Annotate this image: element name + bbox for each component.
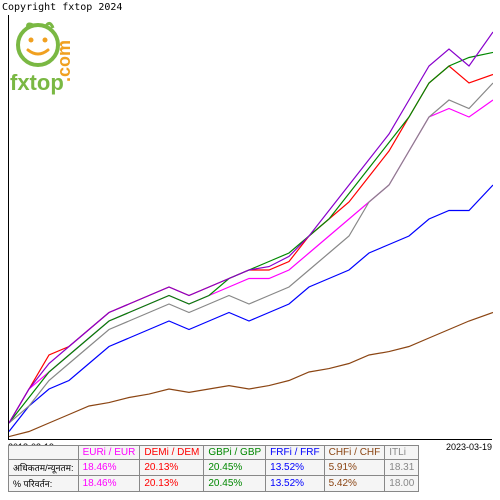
legend-col-CHFi / CHF: CHFi / CHF <box>324 446 385 460</box>
series-euri---eur <box>9 100 493 423</box>
legend-change-GBPi / GBP: 20.45% <box>204 476 266 492</box>
legend-change-FRFi / FRF: 13.52% <box>266 476 324 492</box>
legend-change-CHFi / CHF: 5.42% <box>324 476 385 492</box>
legend-max-FRFi / FRF: 13.52% <box>266 460 324 476</box>
series-itli <box>9 83 493 423</box>
series-gbpi---gbp <box>9 52 493 423</box>
line-chart <box>8 15 492 440</box>
legend-col-ITLi: ITLi <box>385 446 419 460</box>
legend-max-EURi / EUR: 18.46% <box>78 460 140 476</box>
legend-max-GBPi / GBP: 20.45% <box>204 460 266 476</box>
legend-change-EURi / EUR: 18.46% <box>78 476 140 492</box>
legend-change-ITLi: 18.00 <box>385 476 419 492</box>
legend-col-FRFi / FRF: FRFi / FRF <box>266 446 324 460</box>
legend-max-ITLi: 18.31 <box>385 460 419 476</box>
legend-rowhdr-change: % परिवर्तन: <box>9 476 79 492</box>
legend-max-CHFi / CHF: 5.91% <box>324 460 385 476</box>
legend-change-DEMi / DEM: 20.13% <box>140 476 204 492</box>
legend-max-DEMi / DEM: 20.13% <box>140 460 204 476</box>
legend-table: EURi / EURDEMi / DEMGBPi / GBPFRFi / FRF… <box>8 445 419 492</box>
series-extra-purple <box>9 32 493 423</box>
legend-col-DEMi / DEM: DEMi / DEM <box>140 446 204 460</box>
x-end-label: 2023-03-19 <box>446 442 492 452</box>
legend-blank <box>9 446 79 460</box>
legend-col-GBPi / GBP: GBPi / GBP <box>204 446 266 460</box>
copyright-text: Copyright fxtop 2024 <box>2 2 122 13</box>
legend-col-EURi / EUR: EURi / EUR <box>78 446 140 460</box>
legend-rowhdr-max: अधिकतम/न्यूनतम: <box>9 460 79 476</box>
series-chfi---chf <box>9 313 493 437</box>
series-frfi---frf <box>9 185 493 432</box>
